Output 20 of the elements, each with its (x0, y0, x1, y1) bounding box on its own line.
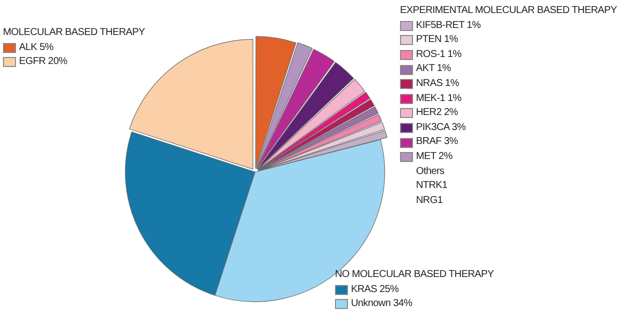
legend-label: MEK-1 1% (416, 92, 462, 106)
legend-label: BRAF 3% (416, 135, 458, 150)
text: NTRK1 (415, 179, 448, 194)
text: Others (415, 164, 446, 179)
legend-label: KRAS 25% (351, 282, 399, 297)
legend-label: PTEN 1% (416, 33, 458, 48)
text: NO MOLECULAR BASED THERAPY (335, 268, 494, 282)
text: MOLECULAR BASED THERAPY (3, 26, 145, 40)
legend-label: KIF5B-RET 1% (416, 18, 481, 33)
legend-label: MET 2% (416, 150, 452, 164)
text: EXPERIMENTAL MOLECULAR BASED THERAPY (400, 4, 617, 18)
legend-label: NRAS 1% (416, 76, 459, 91)
text: NRG1 (415, 194, 444, 208)
legend-label: HER2 2% (416, 106, 458, 120)
legend-label: EGFR 20% (19, 55, 68, 70)
legend-label: PIK3CA 3% (416, 120, 466, 135)
legend-label: ROS-1 1% (416, 48, 462, 62)
legend-label: AKT 1% (416, 62, 451, 76)
legend-label: ALK 5% (19, 40, 54, 55)
legend-label: Unknown 34% (351, 297, 412, 312)
